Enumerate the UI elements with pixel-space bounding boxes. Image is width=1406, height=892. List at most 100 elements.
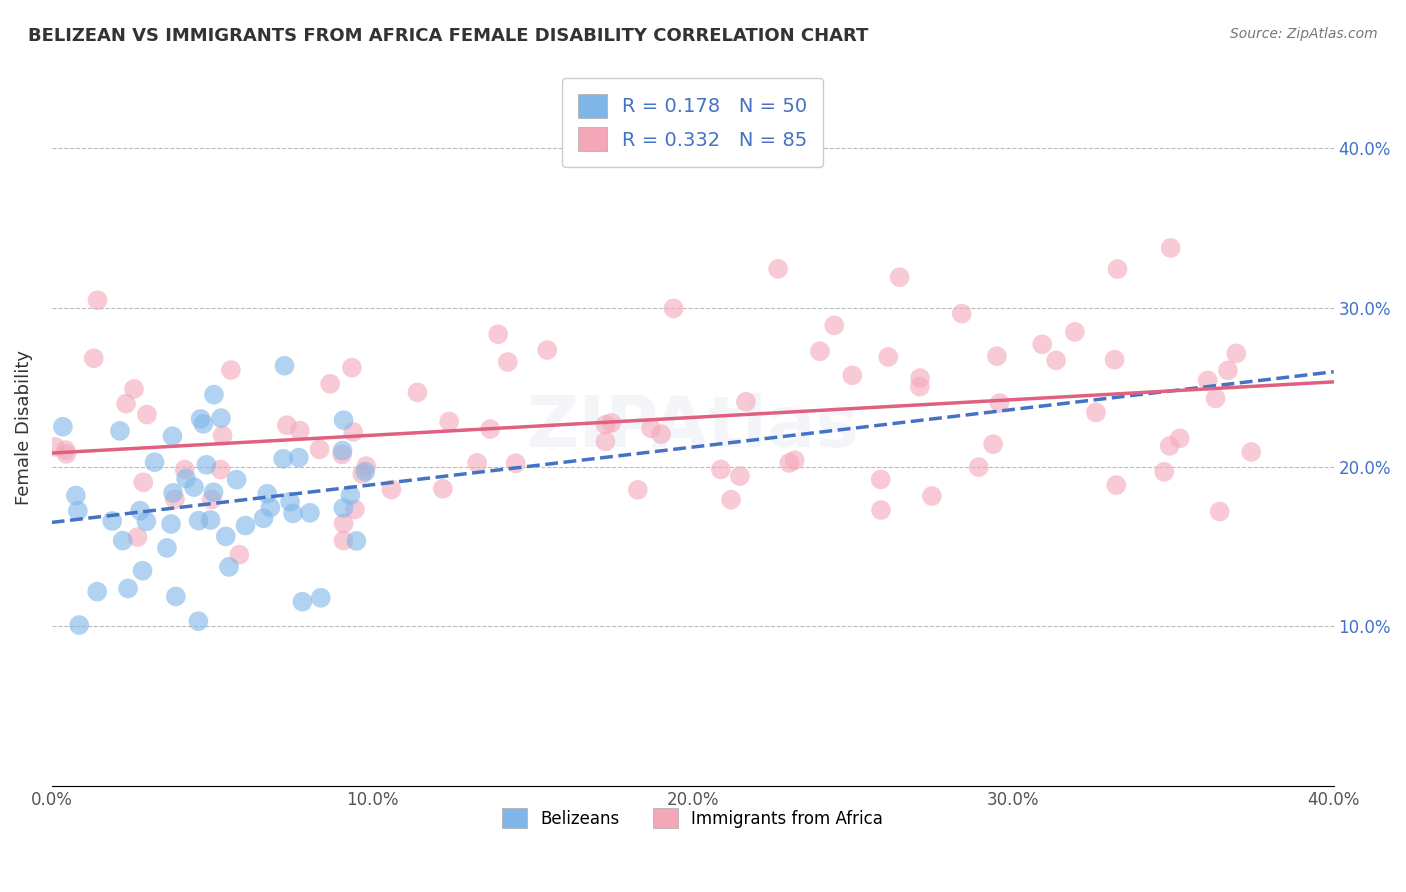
Immigrants from Africa — [1160, 241, 1182, 255]
Immigrants from Africa — [735, 394, 758, 409]
Immigrants from Africa — [354, 459, 377, 474]
Immigrants from Africa — [870, 503, 893, 517]
Belizeans — [190, 412, 212, 426]
Immigrants from Africa — [479, 422, 502, 436]
Immigrants from Africa — [288, 424, 311, 438]
Immigrants from Africa — [406, 385, 429, 400]
Immigrants from Africa — [115, 397, 138, 411]
Immigrants from Africa — [432, 482, 454, 496]
Belizeans — [256, 487, 278, 501]
Immigrants from Africa — [228, 548, 250, 562]
Belizeans — [129, 504, 152, 518]
Belizeans — [111, 533, 134, 548]
Belizeans — [160, 516, 183, 531]
Immigrants from Africa — [83, 351, 105, 366]
Belizeans — [101, 514, 124, 528]
Immigrants from Africa — [496, 355, 519, 369]
Immigrants from Africa — [55, 442, 77, 457]
Immigrants from Africa — [135, 408, 157, 422]
Immigrants from Africa — [343, 502, 366, 516]
Text: ZIPAtlas: ZIPAtlas — [526, 392, 859, 462]
Immigrants from Africa — [986, 349, 1008, 363]
Immigrants from Africa — [981, 437, 1004, 451]
Belizeans — [215, 529, 238, 543]
Immigrants from Africa — [908, 371, 931, 385]
Immigrants from Africa — [967, 460, 990, 475]
Belizeans — [291, 595, 314, 609]
Immigrants from Africa — [640, 421, 662, 435]
Immigrants from Africa — [595, 417, 617, 432]
Belizeans — [271, 451, 294, 466]
Belizeans — [259, 500, 281, 515]
Belizeans — [108, 424, 131, 438]
Immigrants from Africa — [1159, 439, 1181, 453]
Immigrants from Africa — [319, 376, 342, 391]
Immigrants from Africa — [44, 440, 66, 454]
Belizeans — [202, 387, 225, 401]
Belizeans — [332, 443, 354, 458]
Immigrants from Africa — [595, 434, 617, 449]
Belizeans — [235, 518, 257, 533]
Immigrants from Africa — [627, 483, 650, 497]
Immigrants from Africa — [1197, 374, 1219, 388]
Belizeans — [278, 494, 301, 508]
Immigrants from Africa — [650, 427, 672, 442]
Immigrants from Africa — [600, 416, 623, 430]
Immigrants from Africa — [1208, 504, 1230, 518]
Belizeans — [174, 471, 197, 485]
Immigrants from Africa — [380, 483, 402, 497]
Immigrants from Africa — [766, 261, 789, 276]
Belizeans — [135, 515, 157, 529]
Immigrants from Africa — [783, 453, 806, 467]
Immigrants from Africa — [173, 462, 195, 476]
Immigrants from Africa — [662, 301, 685, 316]
Belizeans — [52, 419, 75, 434]
Immigrants from Africa — [86, 293, 108, 308]
Belizeans — [332, 500, 354, 515]
Immigrants from Africa — [536, 343, 558, 357]
Belizeans — [298, 506, 321, 520]
Belizeans — [162, 486, 184, 500]
Immigrants from Africa — [486, 327, 509, 342]
Immigrants from Africa — [332, 516, 354, 531]
Belizeans — [187, 614, 209, 628]
Immigrants from Africa — [352, 467, 374, 481]
Immigrants from Africa — [808, 344, 831, 359]
Belizeans — [339, 488, 361, 502]
Immigrants from Africa — [1104, 352, 1126, 367]
Belizeans — [183, 480, 205, 494]
Belizeans — [162, 429, 184, 443]
Immigrants from Africa — [211, 428, 233, 442]
Immigrants from Africa — [437, 415, 460, 429]
Belizeans — [165, 590, 187, 604]
Immigrants from Africa — [841, 368, 863, 383]
Belizeans — [309, 591, 332, 605]
Belizeans — [131, 564, 153, 578]
Legend: Belizeans, Immigrants from Africa: Belizeans, Immigrants from Africa — [495, 801, 890, 835]
Immigrants from Africa — [1107, 262, 1129, 277]
Immigrants from Africa — [219, 363, 242, 377]
Immigrants from Africa — [1216, 363, 1239, 377]
Immigrants from Africa — [1225, 346, 1247, 360]
Immigrants from Africa — [877, 350, 900, 364]
Immigrants from Africa — [921, 489, 943, 503]
Belizeans — [202, 485, 225, 500]
Immigrants from Africa — [127, 530, 149, 544]
Immigrants from Africa — [55, 447, 77, 461]
Immigrants from Africa — [1240, 445, 1263, 459]
Immigrants from Africa — [950, 307, 973, 321]
Immigrants from Africa — [209, 462, 232, 476]
Immigrants from Africa — [1045, 353, 1067, 368]
Text: BELIZEAN VS IMMIGRANTS FROM AFRICA FEMALE DISABILITY CORRELATION CHART: BELIZEAN VS IMMIGRANTS FROM AFRICA FEMAL… — [28, 27, 869, 45]
Immigrants from Africa — [728, 469, 751, 483]
Immigrants from Africa — [778, 456, 800, 470]
Immigrants from Africa — [1105, 478, 1128, 492]
Y-axis label: Female Disability: Female Disability — [15, 350, 32, 505]
Belizeans — [195, 458, 218, 472]
Immigrants from Africa — [122, 382, 145, 396]
Immigrants from Africa — [720, 492, 742, 507]
Immigrants from Africa — [823, 318, 845, 333]
Immigrants from Africa — [889, 270, 911, 285]
Belizeans — [252, 511, 274, 525]
Immigrants from Africa — [342, 425, 364, 439]
